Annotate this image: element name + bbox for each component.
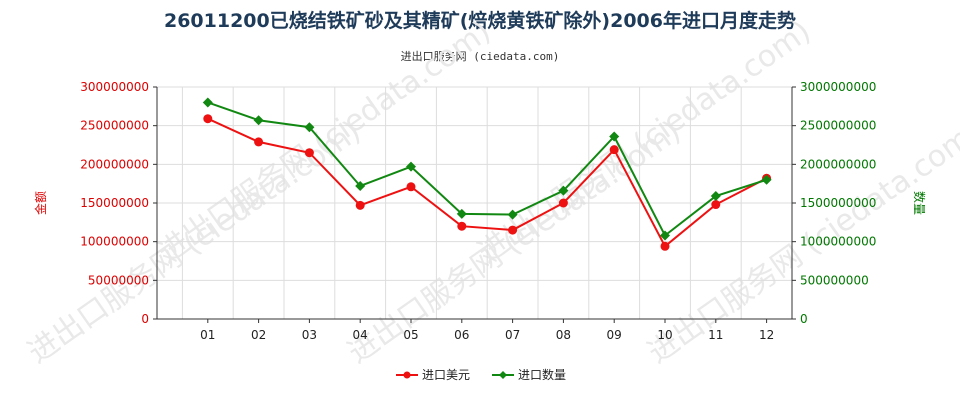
- data-point: [253, 115, 264, 126]
- data-point: [456, 208, 467, 219]
- right-tick-label: 2500000000: [800, 119, 876, 133]
- legend-label: 进口美元: [422, 368, 470, 382]
- x-tick-label: 07: [505, 328, 520, 342]
- data-point: [508, 225, 518, 235]
- x-tick-label: 12: [759, 328, 774, 342]
- watermark-text: 进出口服务网 (ciedata.com): [472, 14, 818, 271]
- right-tick-label: 2000000000: [800, 157, 876, 171]
- legend-label: 进口数量: [518, 367, 566, 382]
- data-point: [304, 148, 314, 158]
- chart-subtitle: 进出口服务网 (ciedata.com): [400, 50, 560, 63]
- legend-marker: [403, 371, 411, 379]
- data-point: [711, 200, 721, 210]
- data-point: [761, 174, 772, 185]
- legend-marker: [499, 371, 507, 379]
- data-point: [202, 97, 213, 108]
- data-point: [406, 182, 416, 192]
- data-point: [507, 209, 518, 220]
- data-point: [558, 198, 568, 208]
- x-tick-label: 03: [302, 328, 317, 342]
- left-axis-title: 金额: [33, 191, 48, 215]
- left-tick-label: 100000000: [80, 235, 149, 249]
- data-point: [558, 185, 569, 196]
- data-point: [203, 114, 213, 124]
- left-tick-label: 300000000: [80, 80, 149, 94]
- x-tick-label: 02: [251, 328, 266, 342]
- right-tick-label: 3000000000: [800, 80, 876, 94]
- data-point: [355, 180, 366, 191]
- right-tick-label: 0: [800, 312, 808, 326]
- data-point: [304, 122, 315, 133]
- x-tick-label: 09: [607, 328, 622, 342]
- x-tick-label: 08: [556, 328, 571, 342]
- data-point: [355, 200, 365, 210]
- axes: 0 50000000 100000000 150000000 200000000 2500…: [33, 80, 927, 342]
- x-tick-label: 04: [353, 328, 368, 342]
- data-point: [660, 230, 670, 241]
- x-tick-label: 05: [403, 328, 418, 342]
- series-line-进口数量: [207, 101, 767, 238]
- data-point: [406, 161, 416, 172]
- right-tick-label: 500000000: [800, 273, 869, 287]
- data-point: [660, 241, 670, 251]
- data-point: [457, 221, 467, 231]
- data-point: [254, 137, 264, 147]
- right-axis-title: 数量: [912, 191, 927, 215]
- left-tick-label: 200000000: [80, 157, 149, 171]
- left-tick-label: 250000000: [80, 119, 149, 133]
- left-tick-label: 150000000: [80, 196, 149, 210]
- x-tick-label: 10: [657, 328, 672, 342]
- data-point: [609, 131, 620, 142]
- series-layer: [202, 97, 772, 251]
- x-tick-label: 11: [708, 328, 723, 342]
- chart-title: 26011200已烧结铁矿砂及其精矿(焙烧黄铁矿除外)2006年进口月度走势: [163, 10, 796, 32]
- left-tick-label: 50000000: [88, 273, 149, 287]
- data-point: [609, 145, 619, 155]
- right-tick-label: 1000000000: [800, 235, 876, 249]
- legend: 进口美元 进口数量: [396, 367, 566, 382]
- data-point: [710, 191, 721, 202]
- series-line-进口美元: [207, 117, 768, 248]
- right-tick-label: 1500000000: [800, 196, 876, 210]
- x-tick-label: 06: [454, 328, 469, 342]
- watermark-text: 进出口服务网 (ciedata.com): [152, 14, 498, 271]
- watermark: 进出口服务网 (ciedata.com)进出口服务网 (ciedata.com)…: [22, 14, 960, 371]
- x-tick-label: 01: [200, 328, 215, 342]
- left-tick-label: 0: [141, 312, 149, 326]
